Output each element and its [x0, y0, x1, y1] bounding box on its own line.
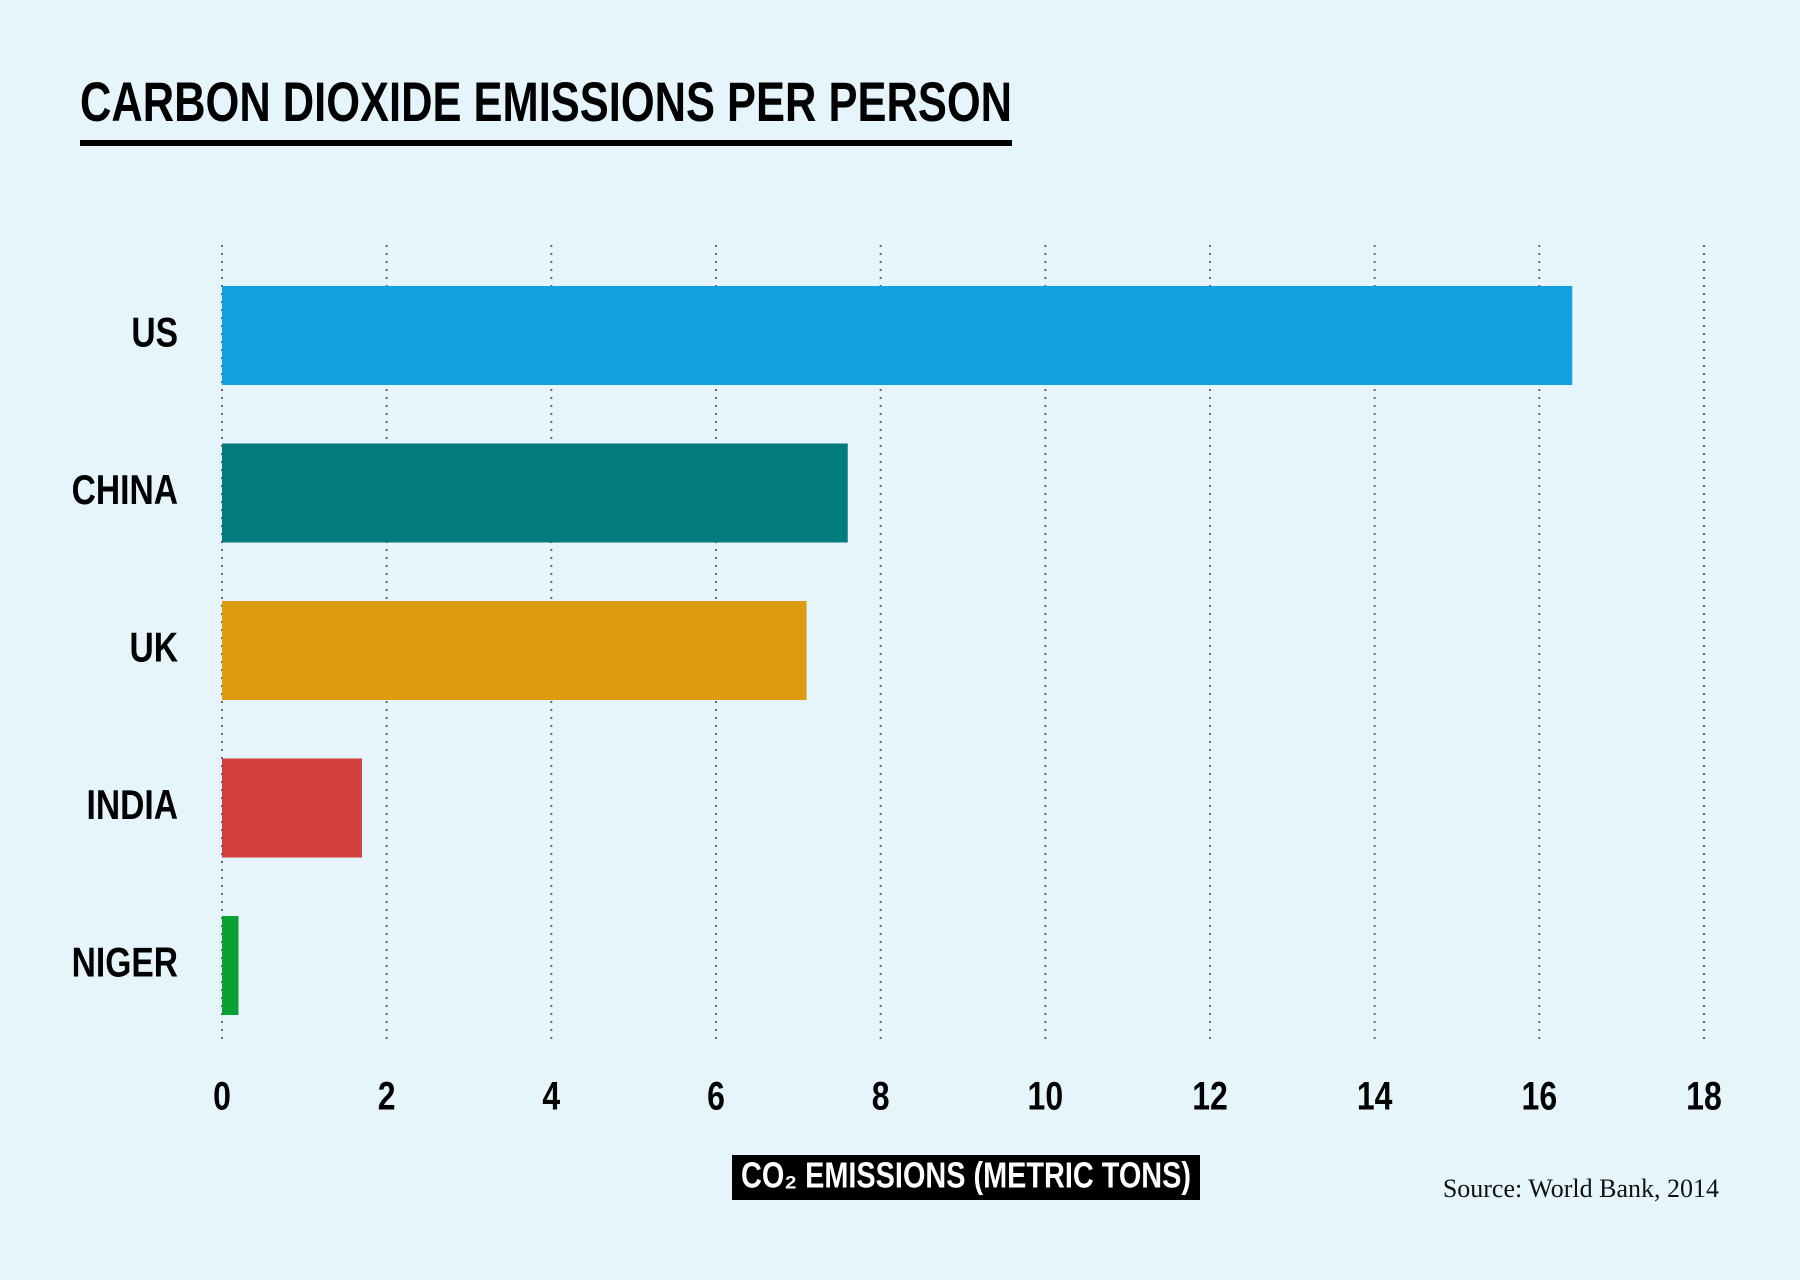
y-tick-label: UK [129, 625, 178, 671]
x-tick-label: 4 [542, 1073, 560, 1118]
bar [222, 916, 239, 1015]
x-tick-label: 18 [1686, 1073, 1722, 1118]
y-tick-label: INDIA [87, 783, 178, 829]
bar [222, 758, 362, 858]
x-tick-label: 14 [1357, 1073, 1393, 1118]
y-tick-label: CHINA [72, 468, 178, 514]
y-tick-label: NIGER [72, 940, 178, 986]
bar [222, 286, 1573, 385]
x-axis-label: CO₂ EMISSIONS (METRIC TONS) [741, 1155, 1191, 1196]
chart-title: CARBON DIOXIDE EMISSIONS PER PERSON [80, 70, 1012, 133]
x-tick-label: 16 [1522, 1073, 1558, 1118]
x-tick-label: 8 [872, 1073, 890, 1118]
axis-label-box [732, 1155, 1200, 1200]
y-tick-label: US [131, 310, 178, 356]
bar [222, 601, 807, 700]
x-tick-label: 0 [213, 1073, 231, 1118]
source-note: Source: World Bank, 2014 [1443, 1174, 1719, 1203]
bar [222, 443, 848, 543]
x-tick-label: 10 [1028, 1073, 1064, 1118]
title-underline [80, 140, 1012, 146]
x-tick-label: 12 [1192, 1073, 1228, 1118]
x-tick-label: 6 [707, 1073, 725, 1118]
x-tick-label: 2 [378, 1073, 396, 1118]
